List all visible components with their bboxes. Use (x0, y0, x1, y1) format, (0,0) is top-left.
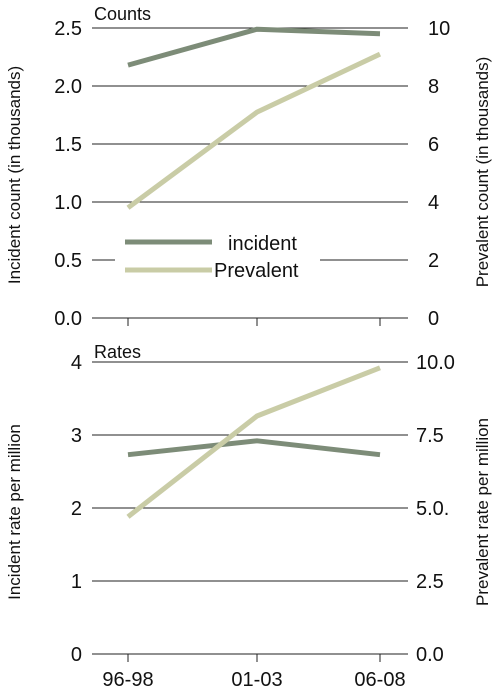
series-line-incident (127, 26, 381, 68)
left-tick-label: 1.5 (54, 134, 82, 156)
counts-panel: Counts 0.0 0.5 1.0 1.5 2.0 2.5 0 2 4 6 8 10 Incide… (5, 4, 492, 330)
right-tick-label: 0 (428, 308, 439, 330)
counts-x-ticks (127, 318, 381, 326)
counts-right-axis-title: Prevalent count (in thousands) (473, 57, 492, 288)
right-tick-label: 2.5 (416, 571, 444, 593)
right-tick-label: 8 (428, 76, 439, 98)
counts-title: Counts (94, 4, 151, 24)
left-tick-label: 2.0 (54, 76, 82, 98)
left-tick-label: 2.5 (54, 18, 82, 40)
rates-gridlines (92, 361, 408, 655)
left-tick-label: 0.0 (54, 308, 82, 330)
series-line-prevalent (126, 365, 381, 519)
rates-series-lines (126, 365, 381, 519)
right-tick-label: 0.0 (416, 644, 444, 666)
left-tick-label: 0.5 (54, 250, 82, 272)
legend: incident Prevalent (125, 233, 299, 282)
right-tick-label: 2 (428, 250, 439, 272)
legend-label-incident: incident (228, 233, 297, 255)
series-line-incident (127, 438, 381, 458)
left-tick-label: 1.0 (54, 192, 82, 214)
rates-left-axis-title: Incident rate per million (5, 424, 24, 600)
x-tick-label: 96-98 (102, 669, 153, 689)
series-line-prevalent (126, 51, 382, 210)
x-tick-label: 06-08 (354, 669, 405, 689)
rates-left-tick-labels: 0 1 2 3 4 (71, 352, 82, 666)
left-tick-label: 4 (71, 352, 82, 374)
left-tick-label: 0 (71, 644, 82, 666)
right-tick-label: 10 (428, 18, 450, 40)
legend-label-prevalent: Prevalent (214, 260, 299, 282)
counts-right-tick-labels: 0 2 4 6 8 10 (428, 18, 450, 330)
right-tick-label: 7.5 (416, 425, 444, 447)
rates-title: Rates (94, 342, 141, 362)
left-tick-label: 1 (71, 571, 82, 593)
counts-left-tick-labels: 0.0 0.5 1.0 1.5 2.0 2.5 (54, 18, 82, 330)
counts-left-axis-title: Incident count (in thousands) (5, 66, 24, 284)
left-tick-label: 3 (71, 425, 82, 447)
rates-panel: Rates 0 1 2 3 4 0.0 2.5 5.0. 7.5 10.0 96-98 01-03… (5, 342, 492, 689)
rates-right-axis-title: Prevalent rate per million (473, 418, 492, 606)
rates-right-tick-labels: 0.0 2.5 5.0. 7.5 10.0 (416, 352, 455, 666)
right-tick-label: 6 (428, 134, 439, 156)
counts-gridlines (92, 27, 408, 319)
right-tick-label: 10.0 (416, 352, 455, 374)
x-tick-label: 01-03 (231, 669, 282, 689)
rates-x-ticks: 96-98 01-03 06-08 (102, 654, 406, 689)
counts-series-lines (126, 26, 382, 210)
right-tick-label: 4 (428, 192, 439, 214)
left-tick-label: 2 (71, 498, 82, 520)
right-tick-label: 5.0. (416, 498, 449, 520)
